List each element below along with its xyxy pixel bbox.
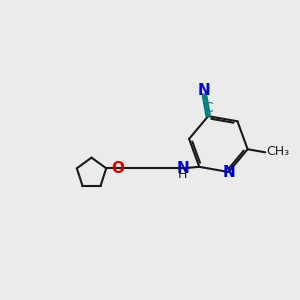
Text: C: C bbox=[203, 101, 213, 115]
Text: N: N bbox=[198, 83, 211, 98]
Text: O: O bbox=[112, 161, 124, 176]
Text: CH₃: CH₃ bbox=[267, 145, 290, 158]
Text: N: N bbox=[176, 161, 189, 176]
Text: N: N bbox=[223, 165, 236, 180]
Text: H: H bbox=[178, 168, 188, 181]
